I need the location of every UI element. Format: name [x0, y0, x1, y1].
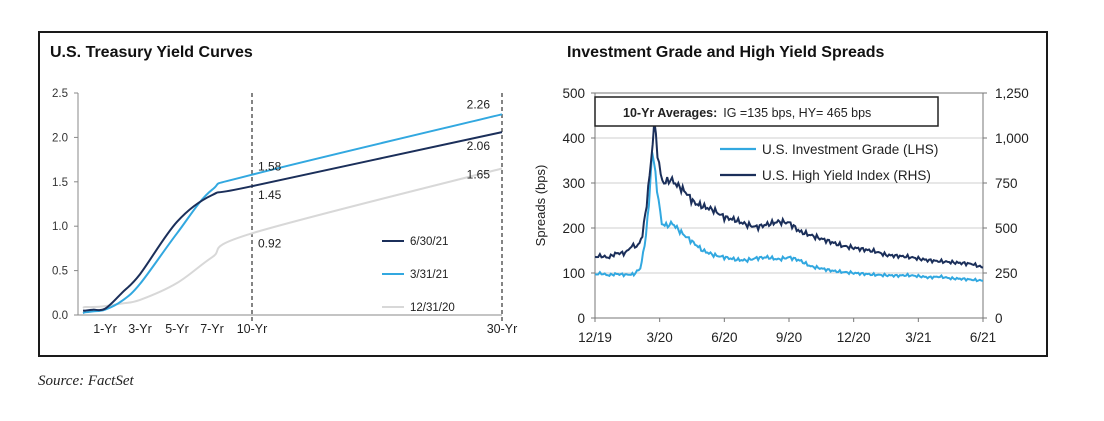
spreads-right-tick-label: 250 [995, 266, 1018, 281]
treasury-annotation-10yr: 1.45 [258, 188, 282, 202]
treasury-y-ticks: 0.0 0.5 1.0 1.5 2.0 2.5 [52, 88, 78, 322]
treasury-annotations: 1.58 1.45 0.92 2.26 2.06 1.65 [258, 97, 490, 250]
spreads-legend-label: U.S. Investment Grade (LHS) [762, 142, 938, 157]
spreads-left-tick-label: 500 [562, 86, 585, 101]
spreads-right-tick-label: 1,000 [995, 131, 1029, 146]
treasury-annotation-30yr: 2.26 [467, 97, 491, 111]
spreads-legend-label: U.S. High Yield Index (RHS) [762, 168, 931, 183]
spreads-y-ticks-left: 0 100 200 300 400 500 [562, 86, 595, 326]
treasury-legend: 6/30/21 3/31/21 12/31/20 [382, 236, 455, 314]
treasury-x-tick-label: 30-Yr [487, 322, 518, 336]
treasury-chart: U.S. Treasury Yield Curves 0.0 0.5 1.0 1.5 2… [50, 44, 517, 336]
spreads-series-line-1 [594, 120, 984, 269]
spreads-legend: U.S. Investment Grade (LHS) U.S. High Yie… [720, 142, 938, 183]
spreads-title: Investment Grade and High Yield Spreads [567, 44, 885, 61]
treasury-series-line-2 [82, 167, 503, 309]
averages-box: 10-Yr Averages: IG =135 bps, HY= 465 bps [594, 96, 939, 127]
spreads-x-tick-label: 3/20 [647, 330, 673, 345]
spreads-x-tick-label: 9/20 [776, 330, 802, 345]
spreads-series [594, 120, 984, 283]
treasury-x-tick-label: 1-Yr [93, 322, 117, 336]
treasury-x-ticks: 1-Yr 3-Yr 5-Yr 7-Yr 10-Yr 30-Yr [93, 322, 517, 336]
treasury-annotation-10yr: 0.92 [258, 236, 282, 250]
treasury-x-tick-label: 7-Yr [200, 322, 224, 336]
averages-box-label: 10-Yr Averages: [623, 106, 717, 120]
spreads-left-tick-label: 400 [562, 131, 585, 146]
treasury-x-tick-label: 3-Yr [128, 322, 152, 336]
spreads-series-line-0 [594, 151, 984, 283]
spreads-x-tick-label: 12/20 [837, 330, 871, 345]
spreads-left-tick-label: 100 [562, 266, 585, 281]
treasury-title: U.S. Treasury Yield Curves [50, 44, 253, 61]
treasury-y-tick-label: 2.5 [52, 88, 68, 100]
averages-box-frame [594, 96, 939, 127]
treasury-x-tick-label: 10-Yr [237, 322, 268, 336]
treasury-y-tick-label: 0.5 [52, 266, 68, 278]
treasury-x-tick-label: 5-Yr [165, 322, 189, 336]
treasury-y-tick-label: 1.0 [52, 221, 68, 233]
chart-canvas: U.S. Treasury Yield Curves 0.0 0.5 1.0 1.5 2… [50, 44, 1029, 345]
treasury-legend-label: 12/31/20 [410, 302, 455, 314]
spreads-x-tick-label: 6/20 [711, 330, 737, 345]
spreads-left-tick-label: 300 [562, 176, 585, 191]
treasury-y-tick-label: 2.0 [52, 132, 68, 144]
spreads-x-tick-label: 3/21 [905, 330, 931, 345]
treasury-legend-label: 3/31/21 [410, 269, 448, 281]
treasury-annotation-30yr: 1.65 [467, 167, 491, 181]
spreads-y-axis-label: Spreads (bps) [533, 165, 548, 247]
treasury-series [82, 113, 503, 315]
spreads-right-tick-label: 0 [995, 311, 1003, 326]
treasury-y-tick-label: 1.5 [52, 177, 68, 189]
treasury-y-tick-label: 0.0 [52, 310, 68, 322]
source-note: Source: FactSet [38, 373, 134, 389]
spreads-chart: Investment Grade and High Yield Spreads … [533, 44, 1029, 345]
treasury-axes [77, 93, 503, 323]
treasury-series-line-0 [82, 131, 503, 312]
treasury-annotation-30yr: 2.06 [467, 139, 491, 153]
spreads-right-tick-label: 500 [995, 221, 1018, 236]
chart-frame: U.S. Treasury Yield Curves 0.0 0.5 1.0 1.5 2… [38, 31, 1048, 357]
spreads-left-tick-label: 0 [577, 311, 585, 326]
spreads-right-tick-label: 750 [995, 176, 1018, 191]
spreads-x-ticks: 12/19 3/20 6/20 9/20 12/20 3/21 6/21 [578, 318, 996, 345]
spreads-grid [595, 137, 983, 274]
spreads-x-tick-label: 6/21 [970, 330, 996, 345]
spreads-y-ticks-right: 0 250 500 750 1,000 1,250 [983, 86, 1029, 326]
treasury-series-line-1 [82, 113, 503, 315]
spreads-x-tick-label: 12/19 [578, 330, 612, 345]
treasury-annotation-10yr: 1.58 [258, 160, 282, 174]
treasury-legend-label: 6/30/21 [410, 236, 448, 248]
spreads-left-tick-label: 200 [562, 221, 585, 236]
averages-box-values: IG =135 bps, HY= 465 bps [723, 106, 871, 120]
spreads-right-tick-label: 1,250 [995, 86, 1029, 101]
averages-box-text: 10-Yr Averages: IG =135 bps, HY= 465 bps [623, 106, 871, 120]
